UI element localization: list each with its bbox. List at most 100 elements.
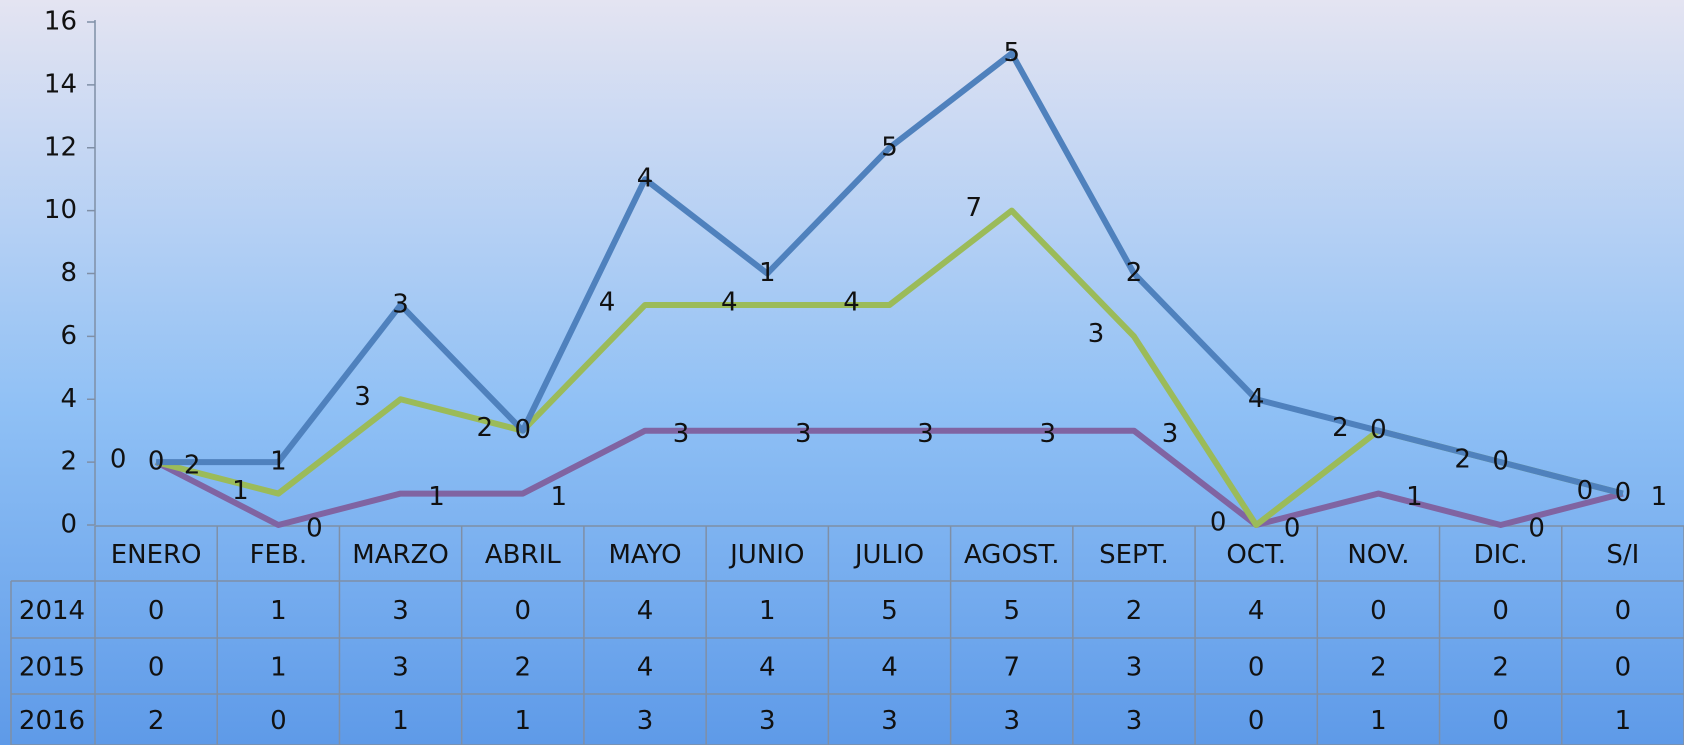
data-label: 4: [599, 287, 616, 317]
table-cell: 3: [637, 706, 654, 736]
data-label: 0: [1615, 478, 1632, 508]
table-cell: 3: [1003, 706, 1020, 736]
y-tick-label: 2: [60, 447, 77, 477]
y-tick-label: 6: [60, 321, 77, 351]
y-tick-label: 0: [60, 510, 77, 540]
data-label: 1: [759, 258, 776, 288]
data-label: 3: [1162, 419, 1179, 449]
data-label: 0: [515, 415, 532, 445]
x-tick-label: MARZO: [352, 540, 449, 570]
data-label: 2: [1126, 258, 1143, 288]
data-label: 1: [232, 476, 249, 506]
table-cell: 1: [515, 706, 532, 736]
data-label: 3: [1088, 319, 1105, 349]
table-cell: 4: [881, 653, 898, 683]
table-cell: 3: [392, 596, 409, 626]
data-label: 7: [965, 193, 982, 223]
table-cell: 1: [270, 596, 287, 626]
data-label: 2: [1454, 445, 1471, 475]
table-cell: 0: [148, 653, 165, 683]
table-cell: 0: [1370, 596, 1387, 626]
data-label: 4: [843, 287, 860, 317]
data-label: 1: [270, 447, 287, 477]
table-cell: 0: [270, 706, 287, 736]
x-tick-label: JUNIO: [728, 540, 804, 570]
data-label: 4: [637, 164, 654, 194]
table-cell: 7: [1003, 653, 1020, 683]
x-tick-label: FEB.: [250, 540, 307, 570]
series-line: [154, 427, 1624, 528]
x-tick-label: JULIO: [853, 540, 924, 570]
data-label: 1: [551, 482, 568, 512]
table-cell: 1: [1370, 706, 1387, 736]
legend-label: 2015: [19, 653, 85, 683]
y-tick-label: 4: [60, 384, 77, 414]
data-label: 1: [1406, 482, 1423, 512]
data-label: 3: [1039, 419, 1056, 449]
table-cell: 2: [1126, 596, 1143, 626]
table-cell: 2: [515, 653, 532, 683]
data-label: 0: [1370, 415, 1387, 445]
table-cell: 2: [1492, 653, 1509, 683]
x-tick-label: ABRIL: [485, 540, 561, 570]
data-label: 0: [306, 514, 323, 544]
data-label: 0: [1210, 508, 1227, 538]
table-cell: 2: [1370, 653, 1387, 683]
table-cell: 0: [1492, 706, 1509, 736]
data-label: 0: [148, 447, 165, 477]
x-tick-label: MAYO: [608, 540, 681, 570]
data-label: 1: [1651, 482, 1668, 512]
table-cell: 3: [392, 653, 409, 683]
data-label: 3: [392, 289, 409, 319]
x-tick-label: SEPT.: [1099, 540, 1169, 570]
table-cell: 1: [759, 596, 776, 626]
data-label: 2: [477, 413, 494, 443]
table-cell: 3: [759, 706, 776, 736]
y-tick-label: 12: [44, 132, 77, 162]
table-cell: 3: [881, 706, 898, 736]
x-tick-label: S/I: [1606, 540, 1639, 570]
table-cell: 2: [148, 706, 165, 736]
y-tick-label: 14: [44, 69, 77, 99]
data-label: 2: [1332, 413, 1349, 443]
legend-label: 2016: [19, 706, 85, 736]
table-cell: 4: [637, 653, 654, 683]
table-cell: 0: [515, 596, 532, 626]
data-label: 3: [354, 382, 371, 412]
x-tick-label: OCT.: [1226, 540, 1286, 570]
data-label: 4: [721, 287, 738, 317]
table-cell: 3: [1126, 653, 1143, 683]
table-cell: 0: [1248, 653, 1265, 683]
table-cell: 1: [270, 653, 287, 683]
table-cell: 5: [1003, 596, 1020, 626]
table-cell: 5: [881, 596, 898, 626]
table-cell: 3: [1126, 706, 1143, 736]
data-label: 3: [917, 419, 934, 449]
table-cell: 1: [1615, 706, 1632, 736]
y-tick-label: 16: [44, 7, 77, 37]
y-tick-label: 8: [60, 258, 77, 288]
x-tick-label: NOV.: [1347, 540, 1409, 570]
table-cell: 0: [1615, 596, 1632, 626]
table-cell: 4: [1248, 596, 1265, 626]
table-cell: 4: [759, 653, 776, 683]
data-label: 0: [1528, 514, 1545, 544]
x-tick-label: ENERO: [111, 540, 202, 570]
table-cell: 1: [392, 706, 409, 736]
table-cell: 0: [148, 596, 165, 626]
data-label: 3: [795, 419, 812, 449]
data-label: 1: [428, 482, 445, 512]
data-label: 4: [1248, 384, 1265, 414]
x-tick-label: DIC.: [1474, 540, 1528, 570]
table-cell: 0: [1492, 596, 1509, 626]
data-label: 0: [110, 445, 127, 475]
data-label: 0: [1492, 447, 1509, 477]
table-cell: 4: [637, 596, 654, 626]
data-label: 2: [184, 451, 201, 481]
series-line: [156, 50, 1624, 497]
table-cell: 0: [1248, 706, 1265, 736]
data-label: 0: [1577, 476, 1594, 506]
data-label: 5: [1003, 38, 1020, 68]
